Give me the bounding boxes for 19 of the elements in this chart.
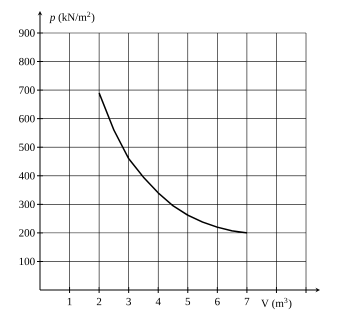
y-tick-label: 500: [19, 144, 35, 151]
y-tick-label: 300: [19, 200, 35, 208]
x-tick-label: 1: [68, 298, 72, 306]
y-tick-label: 100: [20, 258, 35, 266]
y-tick-label: 700: [19, 86, 35, 94]
y-tick-label: 200: [19, 229, 35, 237]
y-tick-label: 600: [19, 114, 35, 122]
x-tick-label: 6: [215, 298, 220, 306]
x-tick-label: 7: [244, 298, 250, 306]
x-tick-label: 4: [156, 298, 161, 306]
x-tick-label: 2: [96, 298, 102, 306]
y-axis-title: p (kN/m$^{2}$): [49, 12, 94, 24]
y-tick-label: 800: [19, 58, 35, 66]
x-tick-label: 5: [186, 298, 190, 306]
x-tick-label: 3: [126, 298, 131, 306]
y-tick-label: 900: [18, 29, 35, 37]
x-axis-title: V (m$^{3}$): [261, 298, 292, 310]
y-tick-label: 400: [18, 172, 35, 180]
line-series: [98, 92, 248, 234]
